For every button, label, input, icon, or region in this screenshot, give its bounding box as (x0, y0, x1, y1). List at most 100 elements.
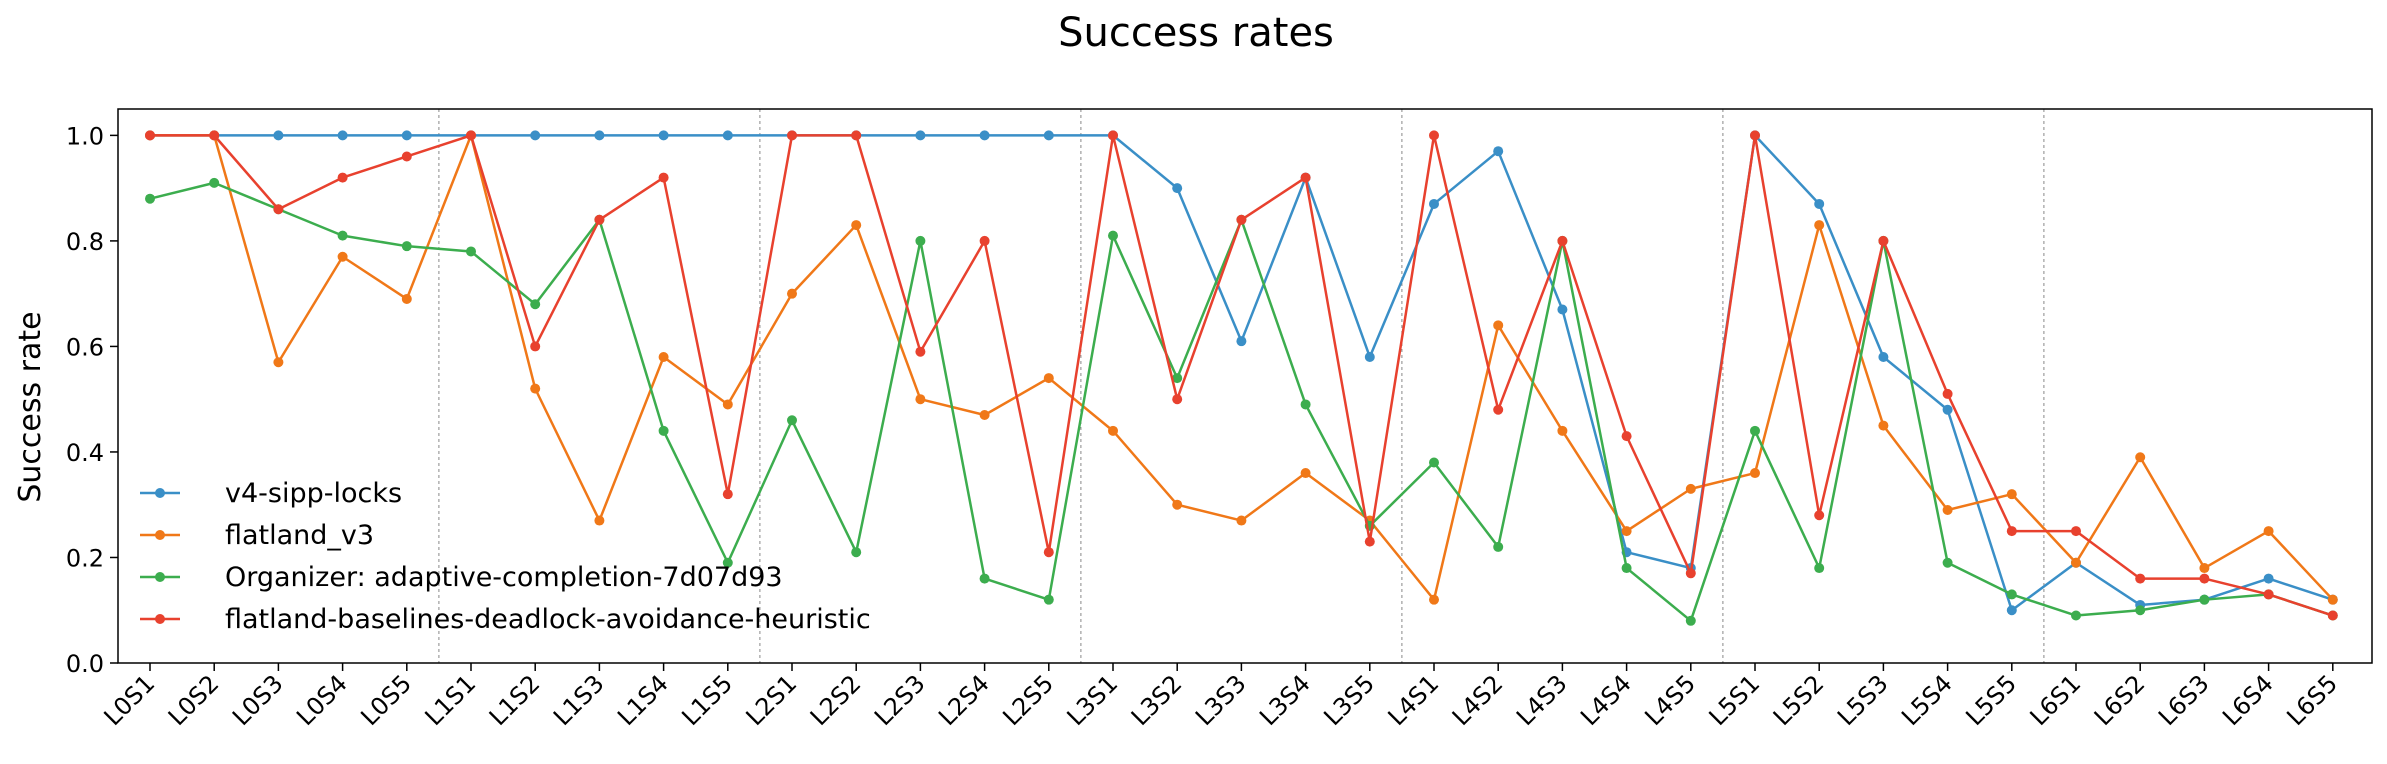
x-tick-label: L3S5 (1318, 669, 1380, 731)
data-point (337, 172, 348, 183)
data-point (1300, 172, 1311, 183)
x-tick-label: L6S4 (2217, 669, 2279, 731)
x-tick-label: L2S3 (869, 669, 931, 731)
x-tick-label: L2S4 (933, 669, 995, 731)
legend-swatch-marker (155, 572, 165, 582)
data-point (2135, 452, 2146, 463)
data-point (1878, 420, 1889, 431)
x-tick-label: L5S1 (1704, 669, 1766, 731)
data-point (1300, 399, 1311, 410)
data-point (2199, 594, 2210, 605)
legend-item: Organizer: adaptive-completion-7d07d93 (140, 562, 783, 593)
data-point (2327, 610, 2338, 621)
series-0 (145, 130, 2338, 616)
data-point (2071, 610, 2081, 621)
x-tick-label: L1S4 (612, 669, 674, 731)
data-point (979, 573, 990, 584)
data-point (1942, 557, 1953, 568)
data-point (1236, 336, 1247, 347)
x-tick-label: L6S1 (2025, 669, 2087, 731)
plot-area-frame (117, 108, 2373, 664)
legend: v4-sipp-locks flatland_v3 Organizer: adapt… (140, 478, 871, 635)
x-tick-label: L5S3 (1832, 669, 1894, 731)
data-point (1942, 388, 1953, 399)
data-point (1557, 235, 1568, 246)
data-point (2071, 526, 2081, 537)
data-point (1814, 220, 1825, 231)
data-point (1557, 425, 1568, 436)
x-tick-label: L4S2 (1447, 669, 1509, 731)
level-separators (438, 109, 2045, 663)
data-point (658, 172, 669, 183)
data-point (530, 130, 541, 141)
data-point (1108, 130, 1118, 141)
x-tick-label: L1S5 (676, 669, 738, 731)
x-tick-label: L0S1 (99, 669, 161, 731)
data-point (722, 557, 733, 568)
x-tick-label: L0S3 (227, 669, 289, 731)
x-tick-label: L3S1 (1062, 669, 1124, 731)
data-point (915, 130, 926, 141)
data-point (1621, 563, 1632, 574)
data-point (658, 425, 669, 436)
data-point (1621, 526, 1632, 537)
data-point (1043, 373, 1054, 384)
data-point (1750, 425, 1760, 436)
legend-swatch-marker (155, 530, 165, 540)
data-point (401, 130, 412, 141)
legend-swatch-marker (155, 488, 165, 498)
data-point (1236, 214, 1247, 225)
y-axis-label: Success rate (13, 311, 48, 502)
data-point (1750, 468, 1760, 479)
data-point (979, 130, 990, 141)
y-tick-label: 0.8 (66, 228, 104, 256)
data-point (2135, 573, 2146, 584)
legend-swatch-marker (155, 614, 165, 624)
data-point (209, 177, 220, 188)
data-point (1750, 130, 1760, 141)
data-point (209, 130, 220, 141)
data-point (2006, 489, 2017, 500)
data-point (1429, 457, 1439, 468)
data-point (273, 204, 284, 215)
series-lines (145, 130, 2338, 626)
data-point (979, 235, 990, 246)
data-point (1172, 183, 1183, 194)
x-tick-label: L0S5 (355, 669, 417, 731)
data-point (1172, 394, 1183, 405)
data-point (851, 130, 862, 141)
data-point (466, 130, 476, 141)
data-point (145, 193, 155, 204)
y-tick-label: 0.2 (66, 544, 104, 572)
x-tick-label: L2S5 (997, 669, 1059, 731)
data-point (594, 130, 605, 141)
x-tick-label: L4S1 (1383, 669, 1445, 731)
data-point (337, 230, 348, 241)
data-point (2199, 563, 2210, 574)
data-point (1429, 594, 1439, 605)
data-point (2006, 605, 2017, 616)
data-point (1364, 351, 1375, 362)
data-point (401, 241, 412, 252)
x-tick-label: L1S3 (548, 669, 610, 731)
data-point (1878, 235, 1889, 246)
x-tick-label: L4S3 (1511, 669, 1573, 731)
x-tick-label: L6S5 (2281, 669, 2343, 731)
legend-item: flatland_v3 (140, 520, 374, 551)
data-point (530, 383, 541, 394)
x-tick-label: L6S3 (2153, 669, 2215, 731)
data-point (1493, 541, 1504, 552)
data-point (2263, 589, 2274, 600)
data-point (530, 341, 541, 352)
data-point (2006, 589, 2017, 600)
legend-label: v4-sipp-locks (225, 478, 402, 509)
x-axis: L0S1 L0S2 L0S3 L0S4 L0S5 L1S1 L1S2 L1S3 L1S4 L1S5… (99, 663, 2343, 731)
data-point (979, 410, 990, 421)
x-tick-label: L3S3 (1190, 669, 1252, 731)
data-point (1557, 304, 1568, 315)
data-point (1685, 615, 1696, 626)
legend-label: flatland-baselines-deadlock-avoidance-he… (225, 604, 871, 635)
data-point (1493, 404, 1504, 415)
series-line (149, 181, 2334, 623)
data-point (1043, 547, 1054, 558)
